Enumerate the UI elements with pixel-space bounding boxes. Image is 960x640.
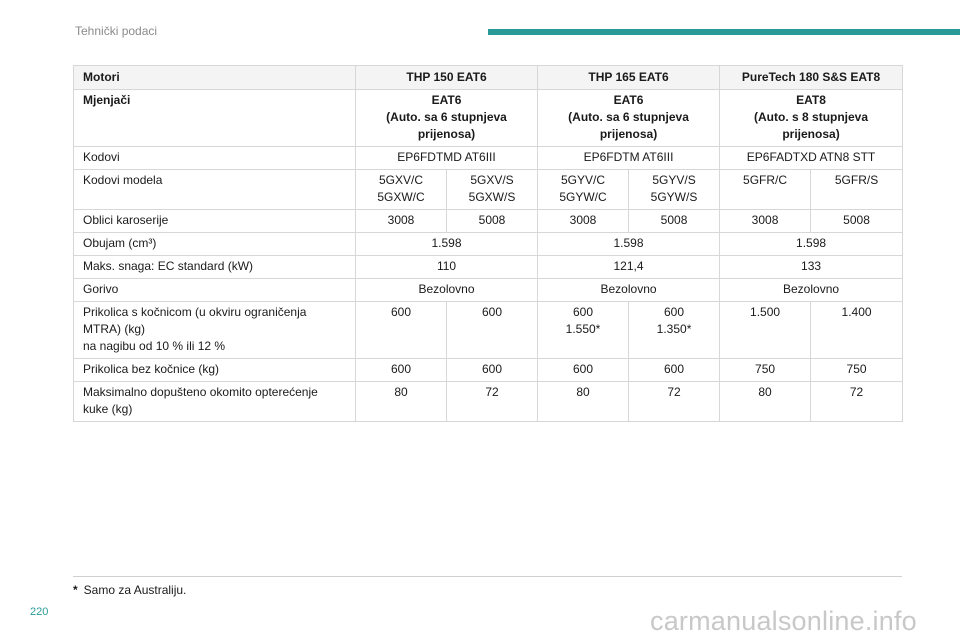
table-cell: 1.400 <box>810 301 904 359</box>
row-label: Prikolica bez kočnice (kg) <box>73 358 356 382</box>
footnote-text: Samo za Australiju. <box>83 583 187 597</box>
header-cell: THP 165 EAT6 <box>537 65 721 90</box>
table-cell: 1.500 <box>719 301 812 359</box>
table-cell: EAT8 (Auto. s 8 stupnjeva prijenosa) <box>719 89 904 147</box>
row-label: Maks. snaga: EC standard (kW) <box>73 255 356 279</box>
table-cell: 5008 <box>810 209 904 233</box>
table-cell: Bezolovno <box>354 278 539 302</box>
table-row: Maks. snaga: EC standard (kW) 110 121,4 … <box>73 255 904 279</box>
table-header-row: Motori THP 150 EAT6 THP 165 EAT6 PureTec… <box>73 65 904 90</box>
table-cell: 3008 <box>537 209 630 233</box>
table-cell: 80 <box>537 381 630 422</box>
table-cell: 80 <box>355 381 447 422</box>
table-row: Prikolica s kočnicom (u okviru ograničen… <box>73 301 904 359</box>
table-cell: 5008 <box>445 209 539 233</box>
table-cell: 5GXV/C 5GXW/C <box>355 169 447 210</box>
table-row: Mjenjači EAT6 (Auto. sa 6 stupnjeva prij… <box>73 89 904 147</box>
table-cell: 600 1.350* <box>628 301 721 359</box>
table-row: Oblici karoserije 3008 5008 3008 5008 30… <box>73 209 904 233</box>
table-cell: 110 <box>354 255 539 279</box>
table-cell: 5GYV/S 5GYW/S <box>628 169 721 210</box>
table-cell: 5GFR/C <box>719 169 812 210</box>
table-cell: 5GFR/S <box>810 169 904 210</box>
table-row: Gorivo Bezolovno Bezolovno Bezolovno <box>73 278 904 302</box>
footnote-divider <box>73 576 902 577</box>
table-row: Prikolica bez kočnice (kg) 600 600 600 6… <box>73 358 904 382</box>
footnote: * Samo za Australiju. <box>73 583 186 597</box>
table-cell: Bezolovno <box>537 278 721 302</box>
table-cell: 3008 <box>355 209 447 233</box>
table-cell: 72 <box>628 381 721 422</box>
table-cell: 750 <box>810 358 904 382</box>
table-cell: 5GYV/C 5GYW/C <box>537 169 630 210</box>
table-cell: 600 1.550* <box>537 301 630 359</box>
table-cell: EAT6 (Auto. sa 6 stupnjeva prijenosa) <box>537 89 721 147</box>
table-cell: 5GXV/S 5GXW/S <box>445 169 539 210</box>
row-label: Mjenjači <box>73 89 356 147</box>
row-label: Kodovi <box>73 146 356 170</box>
table-cell: 600 <box>537 358 630 382</box>
table-cell: 133 <box>719 255 904 279</box>
table-cell: 750 <box>719 358 812 382</box>
table-cell: 600 <box>355 301 447 359</box>
table-cell: EP6FADTXD ATN8 STT <box>719 146 904 170</box>
row-label: Prikolica s kočnicom (u okviru ograničen… <box>73 301 356 359</box>
table-cell: 1.598 <box>719 232 904 256</box>
watermark-text: carmanualsonline.info <box>650 606 917 636</box>
table-cell: 80 <box>719 381 812 422</box>
table-cell: 600 <box>628 358 721 382</box>
table-row: Obujam (cm³) 1.598 1.598 1.598 <box>73 232 904 256</box>
header-cell: THP 150 EAT6 <box>354 65 539 90</box>
header-cell: PureTech 180 S&S EAT8 <box>719 65 904 90</box>
row-label: Kodovi modela <box>73 169 356 210</box>
page-number: 220 <box>30 606 49 618</box>
row-label: Obujam (cm³) <box>73 232 356 256</box>
table-cell: 5008 <box>628 209 721 233</box>
table-cell: EP6FDTM AT6III <box>537 146 721 170</box>
table-cell: 121,4 <box>537 255 721 279</box>
table-cell: 600 <box>445 301 539 359</box>
section-title: Tehnički podaci <box>75 24 158 38</box>
engine-spec-table: Motori THP 150 EAT6 THP 165 EAT6 PureTec… <box>73 65 904 422</box>
table-cell: 72 <box>810 381 904 422</box>
row-label: Gorivo <box>73 278 356 302</box>
table-cell: EAT6 (Auto. sa 6 stupnjeva prijenosa) <box>354 89 539 147</box>
row-label: Motori <box>73 65 356 90</box>
table-cell: Bezolovno <box>719 278 904 302</box>
table-cell: 1.598 <box>354 232 539 256</box>
table-row: Maksimalno dopušteno okomito opterećenje… <box>73 381 904 422</box>
table-cell: EP6FDTMD AT6III <box>354 146 539 170</box>
header-accent-bar <box>488 29 960 35</box>
table-cell: 1.598 <box>537 232 721 256</box>
footnote-marker: * <box>73 583 78 597</box>
table-cell: 3008 <box>719 209 812 233</box>
table-row: Kodovi modela 5GXV/C 5GXW/C 5GXV/S 5GXW/… <box>73 169 904 210</box>
table-cell: 72 <box>445 381 539 422</box>
table-row: Kodovi EP6FDTMD AT6III EP6FDTM AT6III EP… <box>73 146 904 170</box>
table-cell: 600 <box>355 358 447 382</box>
table-cell: 600 <box>445 358 539 382</box>
row-label: Maksimalno dopušteno okomito opterećenje… <box>73 381 356 422</box>
row-label: Oblici karoserije <box>73 209 356 233</box>
